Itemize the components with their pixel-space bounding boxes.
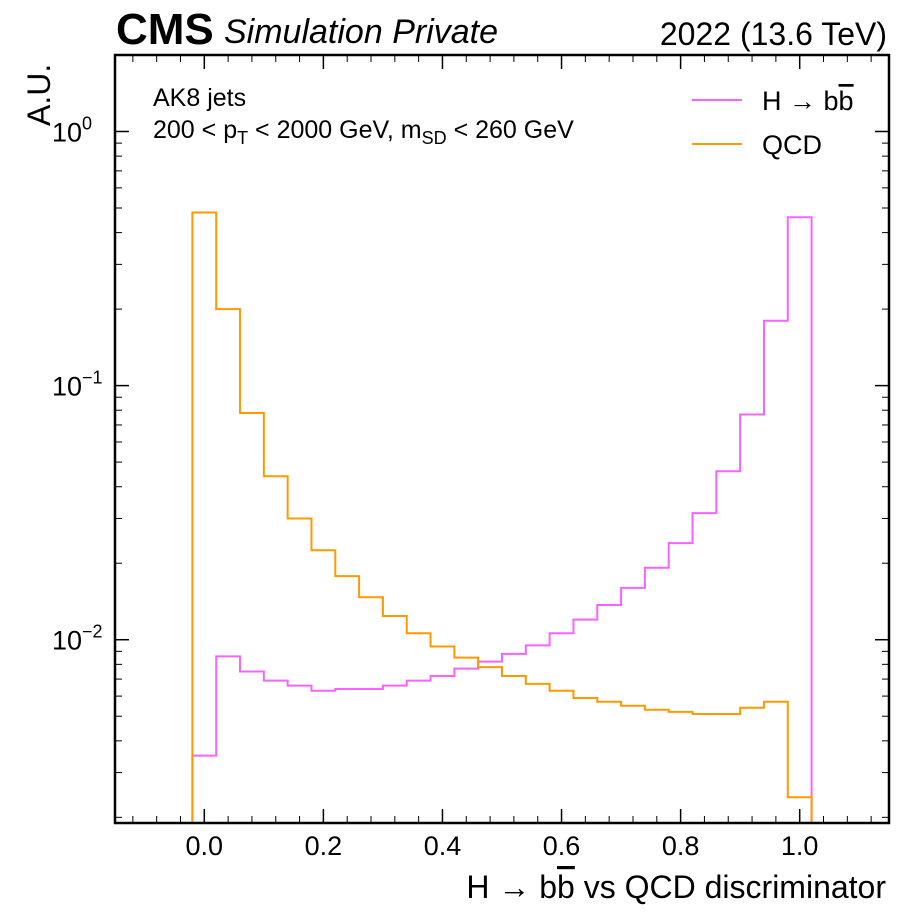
x-axis-label-prefix: H → b: [466, 869, 557, 905]
annotation-cuts-part2: < 2000 GeV, m: [248, 116, 422, 144]
histogram-series-0: [191, 216, 813, 823]
y-tick-label-base: 10: [52, 372, 82, 402]
annotation-cuts-part1: 200 < p: [153, 116, 237, 144]
x-tick-label: 0.0: [186, 831, 224, 861]
legend-label-hbb: H → bb: [762, 86, 854, 116]
lumi-label: 2022 (13.6 TeV): [660, 16, 887, 52]
y-tick-label: 10−1: [52, 368, 103, 402]
x-tick-label: 0.6: [543, 831, 581, 861]
annotation-cuts-part3: < 260 GeV: [447, 116, 574, 144]
x-axis-label: H → bb vs QCD discriminator: [466, 869, 886, 905]
x-axis-label-bbar: b: [557, 869, 575, 905]
x-tick-label: 0.8: [662, 831, 700, 861]
annotation-cuts: 200 < pT < 2000 GeV, mSD < 260 GeV: [153, 116, 574, 148]
y-tick-label: 100: [52, 113, 92, 147]
x-tick-label: 0.2: [305, 831, 343, 861]
x-tick-label: 1.0: [781, 831, 819, 861]
status-label: Simulation Private: [224, 13, 498, 51]
y-tick-label-base: 10: [52, 117, 82, 147]
cms-logo: CMS: [116, 5, 214, 54]
y-tick-label-exponent: −1: [82, 368, 103, 388]
y-tick-label-exponent: −2: [82, 622, 103, 642]
plot-frame: [113, 53, 891, 825]
y-axis-label: A.U.: [21, 64, 57, 126]
legend-label-hbb-prefix: H → b: [762, 86, 839, 116]
legend-label-hbb-bbar: b: [839, 86, 854, 116]
annotation-cuts-sub-pt: T: [237, 128, 248, 148]
y-tick-label-base: 10: [52, 626, 82, 656]
annotation-cuts-sub-sd: SD: [422, 128, 447, 148]
y-tick-label: 10−2: [52, 622, 103, 656]
legend: H → bb QCD: [692, 86, 854, 160]
x-axis-label-suffix: vs QCD discriminator: [575, 869, 887, 905]
x-tick-label: 0.4: [424, 831, 462, 861]
histogram-series-1: [191, 211, 813, 823]
legend-label-qcd: QCD: [762, 130, 822, 160]
annotation-jets: AK8 jets: [153, 84, 246, 112]
y-tick-label-exponent: 0: [82, 113, 92, 133]
